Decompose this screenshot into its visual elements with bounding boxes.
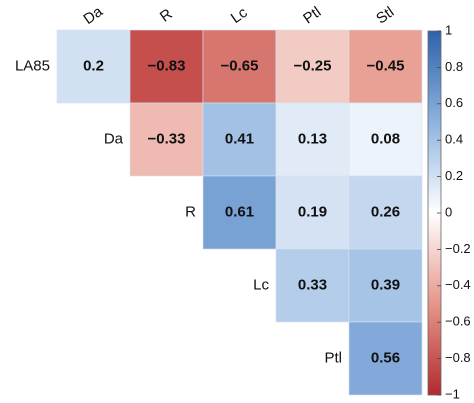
row-label: Lc bbox=[253, 276, 269, 293]
heatmap-cell bbox=[348, 248, 423, 323]
column-label: Lc bbox=[228, 4, 251, 27]
cell-value: 0.61 bbox=[225, 203, 254, 220]
cell-value: 0.13 bbox=[298, 130, 327, 147]
color-bar-tick-label: −1 bbox=[445, 386, 460, 401]
row-label: Da bbox=[104, 130, 124, 147]
heatmap-cell bbox=[56, 29, 131, 104]
heatmap-cell bbox=[275, 102, 350, 177]
cell-value: 0.2 bbox=[83, 57, 104, 74]
heatmap-cell bbox=[348, 29, 423, 104]
row-label: LA85 bbox=[15, 57, 50, 74]
color-bar-tick-label: 1 bbox=[445, 22, 452, 37]
cell-value: 0.08 bbox=[371, 130, 400, 147]
cell-value: −0.25 bbox=[294, 57, 332, 74]
color-bar-tick-label: 0.4 bbox=[445, 132, 463, 147]
heatmap-cell bbox=[348, 321, 423, 396]
cell-value: 0.56 bbox=[371, 349, 400, 366]
row-label: Ptl bbox=[324, 349, 342, 366]
column-label: R bbox=[157, 5, 176, 25]
cell-value: 0.19 bbox=[298, 203, 327, 220]
cell-value: −0.45 bbox=[367, 57, 405, 74]
color-bar-tick-label: −0.2 bbox=[445, 241, 471, 256]
color-bar-tick-label: −0.8 bbox=[445, 350, 471, 365]
heatmap-cell bbox=[129, 29, 204, 104]
cell-value: 0.26 bbox=[371, 203, 400, 220]
color-bar-tick-label: 0.8 bbox=[445, 59, 463, 74]
color-bar-tick-label: −0.4 bbox=[445, 277, 471, 292]
heatmap-cell bbox=[202, 175, 277, 250]
color-bar-tick-label: 0.2 bbox=[445, 168, 463, 183]
heatmap-cell bbox=[348, 175, 423, 250]
cell-value: 0.41 bbox=[225, 130, 254, 147]
column-label: Stl bbox=[373, 4, 397, 28]
cell-value: −0.83 bbox=[148, 57, 186, 74]
cell-value: −0.33 bbox=[148, 130, 186, 147]
heatmap-cell bbox=[202, 29, 277, 104]
color-bar-tick-label: −0.6 bbox=[445, 314, 471, 329]
heatmap-cell bbox=[129, 102, 204, 177]
column-label: Ptl bbox=[300, 4, 324, 28]
color-bar-tick-label: 0 bbox=[445, 204, 452, 219]
cell-value: −0.65 bbox=[221, 57, 259, 74]
column-label: Da bbox=[80, 3, 106, 28]
row-label: R bbox=[185, 203, 196, 220]
heatmap-cell bbox=[275, 248, 350, 323]
cell-value: 0.33 bbox=[298, 276, 327, 293]
color-bar-tick-label: 0.6 bbox=[445, 95, 463, 110]
heatmap-cell bbox=[275, 29, 350, 104]
cell-value: 0.39 bbox=[371, 276, 400, 293]
